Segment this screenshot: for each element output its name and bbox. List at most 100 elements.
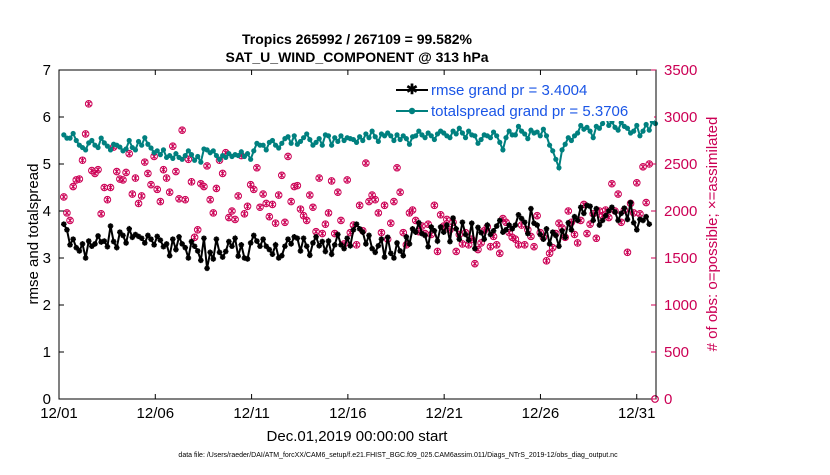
obs-assimilated-point — [394, 164, 400, 171]
rmse-point — [294, 235, 301, 242]
obs-possible-point — [614, 190, 622, 198]
obs-assimilated-point — [515, 241, 522, 248]
obs-possible-point — [533, 211, 541, 220]
obs-assimilated-point — [269, 201, 276, 208]
rmse-point — [400, 252, 407, 259]
y-tick-label-left: 7 — [43, 62, 51, 79]
obs-assimilated-point — [391, 198, 397, 205]
obs-possible-point — [212, 184, 221, 193]
rmse-point — [79, 241, 86, 247]
obs-possible-point — [633, 179, 641, 187]
rmse-point — [135, 233, 142, 240]
obs-assimilated-point — [191, 234, 198, 241]
obs-possible-point — [153, 185, 162, 194]
obs-assimilated-point — [138, 192, 145, 199]
x-tick-label: 12/21 — [425, 405, 463, 422]
obs-assimilated-point — [459, 240, 466, 247]
totalspread-point — [543, 133, 550, 139]
totalspread-point — [316, 136, 322, 142]
rmse-point — [207, 249, 213, 256]
rmse-point — [73, 244, 80, 251]
rmse-point — [509, 226, 516, 232]
rmse-point — [335, 231, 341, 238]
obs-assimilated-point — [571, 231, 578, 238]
totalspread-point — [288, 140, 294, 146]
obs-possible-point — [424, 220, 432, 228]
rmse-point — [201, 235, 207, 242]
totalspread-point — [216, 156, 223, 162]
rmse-point — [366, 232, 372, 239]
x-axis: 12/01 12/06 12/11 12/16 12/21 12/26 12/31 — [40, 70, 656, 422]
totalspread-point — [587, 128, 593, 134]
obs-assimilated-point — [219, 170, 226, 177]
totalspread-point — [260, 142, 266, 148]
obs-possible-point — [284, 152, 292, 161]
rmse-point — [459, 219, 466, 226]
obs-assimilated-point — [188, 178, 195, 185]
rmse-point — [634, 227, 640, 233]
obs-possible-point — [374, 209, 383, 217]
obs-possible-point — [564, 207, 573, 215]
obs-assimilated-point — [79, 157, 86, 164]
obs-assimilated-point — [356, 202, 363, 209]
obs-possible-point — [324, 209, 333, 217]
totalspread-point — [456, 125, 462, 131]
obs-assimilated-point — [319, 230, 326, 237]
totalspread-point — [238, 149, 244, 155]
obs-possible-point — [240, 210, 249, 218]
obs-assimilated-point — [135, 200, 142, 207]
obs-assimilated-point — [521, 241, 528, 248]
obs-possible-point — [274, 191, 283, 199]
totalspread-point — [123, 146, 129, 152]
obs-possible-point — [287, 197, 295, 206]
obs-assimilated-point — [173, 168, 179, 175]
totalspread-point — [198, 159, 204, 165]
obs-assimilated-point — [282, 219, 288, 226]
totalspread-point — [297, 138, 304, 145]
rmse-point — [316, 242, 322, 249]
rmse-point — [85, 238, 92, 244]
rmse-point — [599, 217, 606, 224]
obs-assimilated-point — [316, 175, 322, 182]
obs-possible-point — [231, 215, 239, 224]
rmse-point — [475, 224, 481, 231]
rmse-point — [141, 240, 148, 246]
rmse-point — [257, 243, 263, 250]
totalspread-point — [431, 136, 437, 143]
totalspread-point — [67, 135, 73, 141]
obs-possible-point — [399, 228, 408, 237]
totalspread-point — [547, 142, 553, 148]
obs-possible-point — [502, 218, 510, 227]
chart-title: Tropics 265992 / 267109 = 99.582% — [242, 31, 473, 47]
totalspread-point — [157, 152, 163, 158]
obs-possible-point — [396, 188, 404, 196]
obs-possible-point — [112, 167, 121, 176]
obs-possible-point — [408, 206, 417, 214]
y-tick-label-left: 2 — [43, 297, 51, 314]
totalspread-point — [248, 156, 254, 162]
rmse-point — [624, 216, 631, 223]
rmse-point — [375, 242, 382, 249]
obs-possible-point — [446, 226, 454, 234]
totalspread-point — [338, 133, 344, 139]
obs-assimilated-point — [297, 206, 304, 213]
obs-assimilated-point — [160, 166, 167, 173]
obs-possible-point — [178, 126, 186, 134]
rmse-point — [627, 199, 634, 206]
obs-assimilated-point — [493, 241, 500, 248]
rmse-point — [559, 227, 565, 234]
rmse-point — [568, 227, 575, 233]
obs-assimilated-point — [163, 175, 170, 182]
legend-label-totalspread: totalspread grand pr = 5.3706 — [431, 103, 628, 120]
obs-possible-point — [436, 210, 445, 219]
obs-assimilated-point — [132, 175, 139, 182]
totalspread-point — [453, 131, 459, 137]
rmse-point — [521, 219, 528, 226]
totalspread-point — [559, 147, 565, 153]
rmse-point — [341, 245, 347, 252]
obs-possible-point — [125, 149, 134, 158]
rmse-point — [434, 238, 441, 244]
rmse-point — [275, 255, 282, 261]
totalspread-point — [160, 147, 167, 153]
obs-assimilated-point — [154, 186, 160, 193]
